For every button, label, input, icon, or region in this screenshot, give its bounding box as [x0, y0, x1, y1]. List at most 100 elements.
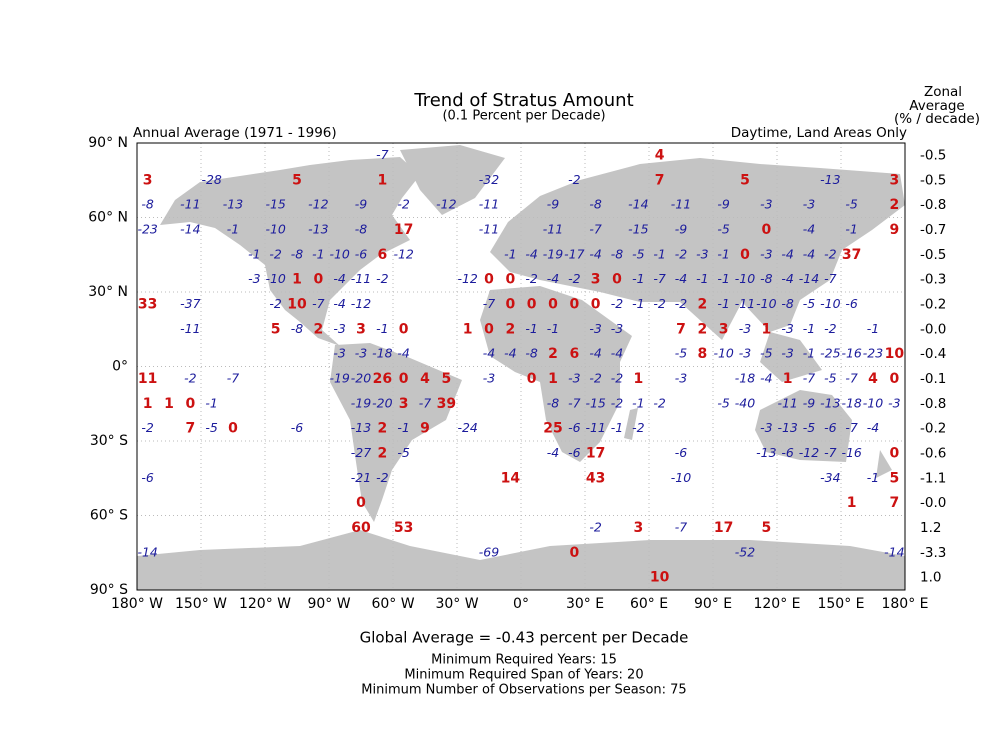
trend-value: 0: [569, 545, 579, 561]
trend-value: 7: [889, 495, 899, 511]
trend-value: -5: [675, 346, 688, 361]
zonal-average: -0.7: [920, 222, 946, 238]
zonal-average: -0.5: [920, 147, 946, 163]
lon-label: 150° W: [175, 596, 227, 612]
zonal-average: -0.2: [920, 296, 946, 312]
trend-value: -2: [589, 370, 602, 385]
trend-value: -1: [547, 321, 559, 336]
africa: [480, 286, 632, 462]
trend-value: 0: [505, 296, 515, 312]
trend-value: 0: [889, 371, 899, 387]
trend-value: -3: [888, 395, 901, 410]
trend-value: -15: [265, 197, 285, 212]
trend-value: 10: [885, 346, 905, 362]
trend-value: 17: [714, 520, 733, 536]
trend-value: -3: [611, 321, 624, 336]
trend-value: -2: [376, 271, 389, 286]
trend-value: 0: [569, 296, 579, 312]
trend-value: 1: [377, 172, 387, 188]
lat-label: 30° S: [90, 433, 128, 449]
note: Minimum Required Span of Years: 20: [404, 668, 643, 683]
trend-value: 8: [697, 346, 707, 362]
trend-value: 6: [569, 346, 579, 362]
trend-value: 10: [287, 296, 307, 312]
trend-value: -1: [504, 246, 516, 261]
trend-value: -9: [355, 197, 368, 212]
trend-value: 5: [292, 172, 302, 188]
trend-value: 2: [548, 346, 558, 362]
zonal-header: Average: [909, 98, 964, 114]
trend-value: -10: [265, 271, 285, 286]
trend-value: -1: [803, 321, 815, 336]
trend-value: -3: [781, 346, 794, 361]
trend-value: -4: [803, 221, 816, 236]
lon-label: 0°: [513, 596, 529, 612]
lon-label: 120° E: [753, 596, 800, 612]
trend-value: -4: [781, 246, 794, 261]
trend-value: -2: [653, 296, 666, 311]
trend-value: -1: [632, 271, 644, 286]
trend-value: 3: [143, 172, 153, 188]
greenland: [400, 145, 505, 215]
trend-value: -4: [483, 346, 496, 361]
trend-value: -6: [568, 445, 581, 460]
trend-value: 25: [543, 421, 562, 437]
trend-value: 14: [501, 470, 521, 486]
trend-value: 0: [740, 247, 750, 263]
trend-value: 33: [138, 296, 157, 312]
trend-value: -7: [803, 370, 816, 385]
trend-value: -18: [735, 370, 755, 385]
subtitle: (0.1 Percent per Decade): [442, 109, 605, 124]
zonal-average: -1.1: [920, 470, 946, 486]
trend-value: -5: [205, 420, 218, 435]
trend-value: -5: [803, 420, 816, 435]
trend-value: -5: [760, 346, 773, 361]
trend-value: -1: [717, 296, 729, 311]
new-zealand: [876, 450, 892, 478]
trend-value: -1: [611, 420, 623, 435]
trend-value: -6: [355, 246, 368, 261]
trend-value: -1: [312, 246, 324, 261]
trend-value: -11: [180, 197, 200, 212]
trend-value: 0: [399, 371, 409, 387]
lat-label: 30° N: [88, 284, 128, 300]
trend-value: -10: [820, 296, 840, 311]
trend-value: 2: [505, 321, 515, 337]
trend-value: 0: [484, 321, 494, 337]
trend-value: 17: [394, 222, 413, 238]
trend-value: -3: [248, 271, 261, 286]
trend-value: 0: [185, 396, 195, 412]
trend-value: -7: [376, 147, 389, 162]
trend-value: 7: [185, 421, 195, 437]
trend-value: 3: [356, 321, 366, 337]
trend-value: -4: [525, 246, 538, 261]
trend-value: -5: [824, 370, 837, 385]
trend-value: 60: [351, 520, 371, 536]
trend-value: -11: [671, 197, 691, 212]
trend-value: -13: [223, 197, 243, 212]
trend-value: 0: [228, 421, 238, 437]
trend-value: -3: [739, 321, 752, 336]
trend-value: -14: [137, 544, 157, 559]
trend-value: -1: [867, 321, 879, 336]
trend-value: -20: [351, 370, 371, 385]
trend-value: -6: [781, 445, 794, 460]
trend-value: -2: [184, 370, 197, 385]
trend-value: -12: [351, 296, 371, 311]
trend-value: -17: [564, 246, 584, 261]
trend-value: -1: [696, 271, 708, 286]
trend-value: 1: [292, 272, 302, 288]
trend-value: -10: [713, 346, 733, 361]
trend-value: -40: [735, 395, 755, 410]
trend-value: -2: [141, 420, 154, 435]
trend-value: -9: [803, 395, 816, 410]
trend-value: -1: [525, 321, 537, 336]
trend-value: -7: [824, 445, 837, 460]
trend-value: 1: [783, 371, 793, 387]
trend-value: -10: [735, 271, 755, 286]
trend-value: 0: [591, 296, 601, 312]
trend-value: -12: [799, 445, 819, 460]
trend-value: -4: [611, 346, 624, 361]
trend-value: 5: [271, 321, 281, 337]
trend-value: -1: [653, 246, 665, 261]
